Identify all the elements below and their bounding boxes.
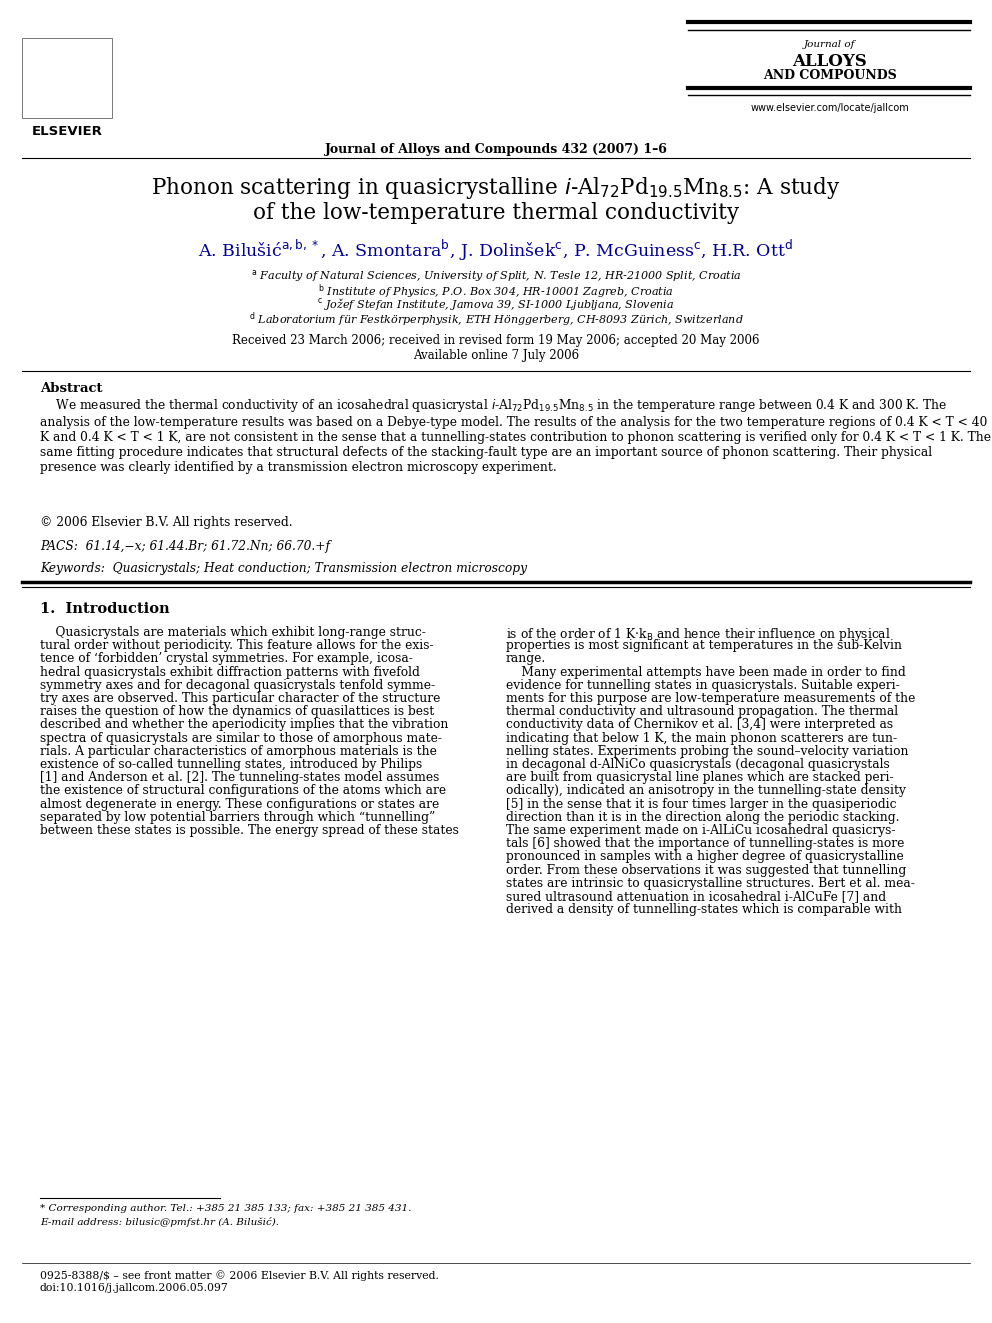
Text: Journal of Alloys and Compounds 432 (2007) 1–6: Journal of Alloys and Compounds 432 (200… — [324, 143, 668, 156]
Text: Phonon scattering in quasicrystalline $\it{i}$-Al$_{72}$Pd$_{19.5}$Mn$_{8.5}$: A: Phonon scattering in quasicrystalline $\… — [151, 175, 841, 201]
Text: described and whether the aperiodicity implies that the vibration: described and whether the aperiodicity i… — [40, 718, 448, 732]
Text: pronounced in samples with a higher degree of quasicrystalline: pronounced in samples with a higher degr… — [506, 851, 904, 864]
Text: separated by low potential barriers through which “tunnelling”: separated by low potential barriers thro… — [40, 811, 435, 824]
Text: states are intrinsic to quasicrystalline structures. Bert et al. mea-: states are intrinsic to quasicrystalline… — [506, 877, 915, 890]
Text: between these states is possible. The energy spread of these states: between these states is possible. The en… — [40, 824, 459, 837]
Text: ments for this purpose are low-temperature measurements of the: ments for this purpose are low-temperatu… — [506, 692, 916, 705]
Text: doi:10.1016/j.jallcom.2006.05.097: doi:10.1016/j.jallcom.2006.05.097 — [40, 1283, 229, 1293]
Bar — [22, 38, 112, 118]
Text: 0925-8388/$ – see front matter © 2006 Elsevier B.V. All rights reserved.: 0925-8388/$ – see front matter © 2006 El… — [40, 1270, 438, 1281]
Text: is of the order of 1 K·k$_{\mathrm{B}}$ and hence their influence on physical: is of the order of 1 K·k$_{\mathrm{B}}$ … — [506, 626, 891, 643]
Text: are built from quasicrystal line planes which are stacked peri-: are built from quasicrystal line planes … — [506, 771, 894, 785]
Text: The same experiment made on i-AlLiCu icosahedral quasicrys-: The same experiment made on i-AlLiCu ico… — [506, 824, 896, 837]
Text: $^{\mathrm{d}}$ Laboratorium für Festkörperphysik, ETH Hönggerberg, CH-8093 Züri: $^{\mathrm{d}}$ Laboratorium für Festkör… — [249, 310, 743, 328]
Text: Abstract: Abstract — [40, 382, 102, 396]
Text: of the low-temperature thermal conductivity: of the low-temperature thermal conductiv… — [253, 202, 739, 224]
Text: hedral quasicrystals exhibit diffraction patterns with fivefold: hedral quasicrystals exhibit diffraction… — [40, 665, 420, 679]
Text: A. Bilušić$^{\mathrm{a,b,*}}$, A. Smontara$^{\mathrm{b}}$, J. Dolinšek$^{\mathrm: A. Bilušić$^{\mathrm{a,b,*}}$, A. Smonta… — [198, 238, 794, 263]
Text: © 2006 Elsevier B.V. All rights reserved.: © 2006 Elsevier B.V. All rights reserved… — [40, 516, 293, 529]
Text: direction than it is in the direction along the periodic stacking.: direction than it is in the direction al… — [506, 811, 900, 824]
Text: thermal conductivity and ultrasound propagation. The thermal: thermal conductivity and ultrasound prop… — [506, 705, 898, 718]
Text: Journal of: Journal of — [805, 40, 856, 49]
Text: range.: range. — [506, 652, 547, 665]
Text: Keywords:  Quasicrystals; Heat conduction; Transmission electron microscopy: Keywords: Quasicrystals; Heat conduction… — [40, 562, 527, 576]
Text: Quasicrystals are materials which exhibit long-range struc-: Quasicrystals are materials which exhibi… — [40, 626, 426, 639]
Text: Available online 7 July 2006: Available online 7 July 2006 — [413, 349, 579, 363]
Text: sured ultrasound attenuation in icosahedral i-AlCuFe [7] and: sured ultrasound attenuation in icosahed… — [506, 890, 886, 904]
Text: ELSEVIER: ELSEVIER — [32, 124, 102, 138]
Text: tence of ‘forbidden’ crystal symmetries. For example, icosa-: tence of ‘forbidden’ crystal symmetries.… — [40, 652, 413, 665]
Text: indicating that below 1 K, the main phonon scatterers are tun-: indicating that below 1 K, the main phon… — [506, 732, 897, 745]
Text: $^{\mathrm{b}}$ Institute of Physics, P.O. Box 304, HR-10001 Zagreb, Croatia: $^{\mathrm{b}}$ Institute of Physics, P.… — [318, 282, 674, 300]
Text: in decagonal d-AlNiCo quasicrystals (decagonal quasicrystals: in decagonal d-AlNiCo quasicrystals (dec… — [506, 758, 890, 771]
Text: conductivity data of Chernikov et al. [3,4] were interpreted as: conductivity data of Chernikov et al. [3… — [506, 718, 893, 732]
Text: * Corresponding author. Tel.: +385 21 385 133; fax: +385 21 385 431.: * Corresponding author. Tel.: +385 21 38… — [40, 1204, 412, 1213]
Text: evidence for tunnelling states in quasicrystals. Suitable experi-: evidence for tunnelling states in quasic… — [506, 679, 900, 692]
Text: $^{\mathrm{a}}$ Faculty of Natural Sciences, University of Split, N. Tesle 12, H: $^{\mathrm{a}}$ Faculty of Natural Scien… — [251, 269, 741, 284]
Text: [5] in the sense that it is four times larger in the quasiperiodic: [5] in the sense that it is four times l… — [506, 798, 897, 811]
Text: www.elsevier.com/locate/jallcom: www.elsevier.com/locate/jallcom — [751, 103, 910, 112]
Text: PACS:  61.14,−x; 61.44.Br; 61.72.Nn; 66.70.+f: PACS: 61.14,−x; 61.44.Br; 61.72.Nn; 66.7… — [40, 540, 330, 553]
Text: spectra of quasicrystals are similar to those of amorphous mate-: spectra of quasicrystals are similar to … — [40, 732, 442, 745]
Text: rials. A particular characteristics of amorphous materials is the: rials. A particular characteristics of a… — [40, 745, 436, 758]
Text: derived a density of tunnelling-states which is comparable with: derived a density of tunnelling-states w… — [506, 904, 902, 917]
Text: raises the question of how the dynamics of quasilattices is best: raises the question of how the dynamics … — [40, 705, 434, 718]
Text: almost degenerate in energy. These configurations or states are: almost degenerate in energy. These confi… — [40, 798, 439, 811]
Text: nelling states. Experiments probing the sound–velocity variation: nelling states. Experiments probing the … — [506, 745, 909, 758]
Text: Many experimental attempts have been made in order to find: Many experimental attempts have been mad… — [506, 665, 906, 679]
Text: properties is most significant at temperatures in the sub-Kelvin: properties is most significant at temper… — [506, 639, 902, 652]
Text: try axes are observed. This particular character of the structure: try axes are observed. This particular c… — [40, 692, 440, 705]
Text: the existence of structural configurations of the atoms which are: the existence of structural configuratio… — [40, 785, 446, 798]
Text: $^{\mathrm{c}}$ Jožef Stefan Institute, Jamova 39, SI-1000 Ljubljana, Slovenia: $^{\mathrm{c}}$ Jožef Stefan Institute, … — [317, 296, 675, 312]
Text: AND COMPOUNDS: AND COMPOUNDS — [763, 69, 897, 82]
Text: tural order without periodicity. This feature allows for the exis-: tural order without periodicity. This fe… — [40, 639, 434, 652]
Text: order. From these observations it was suggested that tunnelling: order. From these observations it was su… — [506, 864, 907, 877]
Text: 1.  Introduction: 1. Introduction — [40, 602, 170, 617]
Text: existence of so-called tunnelling states, introduced by Philips: existence of so-called tunnelling states… — [40, 758, 423, 771]
Text: odically), indicated an anisotropy in the tunnelling-state density: odically), indicated an anisotropy in th… — [506, 785, 906, 798]
Text: [1] and Anderson et al. [2]. The tunneling-states model assumes: [1] and Anderson et al. [2]. The tunneli… — [40, 771, 439, 785]
Text: tals [6] showed that the importance of tunnelling-states is more: tals [6] showed that the importance of t… — [506, 837, 905, 851]
Text: symmetry axes and for decagonal quasicrystals tenfold symme-: symmetry axes and for decagonal quasicry… — [40, 679, 435, 692]
Text: We measured the thermal conductivity of an icosahedral quasicrystal $i$-Al$_{72}: We measured the thermal conductivity of … — [40, 397, 991, 474]
Text: ALLOYS: ALLOYS — [793, 53, 867, 70]
Text: E-mail address: bilusic@pmfst.hr (A. Bilušić).: E-mail address: bilusic@pmfst.hr (A. Bil… — [40, 1217, 279, 1226]
Text: Received 23 March 2006; received in revised form 19 May 2006; accepted 20 May 20: Received 23 March 2006; received in revi… — [232, 333, 760, 347]
